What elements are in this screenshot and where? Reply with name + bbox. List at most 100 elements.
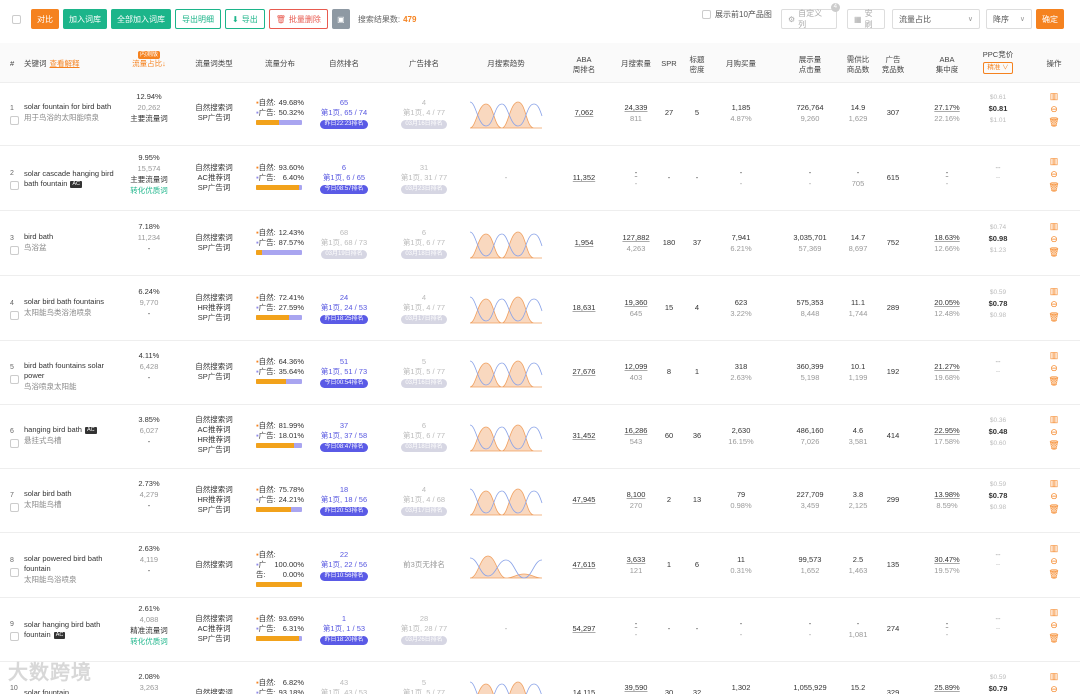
- minus-circle-icon[interactable]: ⊖: [1050, 620, 1058, 630]
- bar-chart-icon[interactable]: ▥: [1049, 286, 1059, 296]
- custom-columns-button[interactable]: ⚙ 自定义列 4: [781, 3, 840, 29]
- keyword-text[interactable]: solar hanging bird bath fountain: [24, 620, 101, 639]
- minus-circle-icon[interactable]: ⊖: [1050, 427, 1058, 437]
- search-trend-chart[interactable]: [468, 355, 544, 389]
- add-library-button[interactable]: 加入词库: [63, 9, 107, 29]
- bar-chart-icon[interactable]: ▥: [1049, 543, 1059, 553]
- supply-ratio-sub: 1,629: [848, 114, 868, 123]
- trash-icon[interactable]: 🗑: [1048, 440, 1060, 450]
- table-row[interactable]: 1 solar fountain for bird bath 用于鸟浴的太阳能喷…: [0, 82, 1080, 146]
- minus-circle-icon[interactable]: ⊖: [1050, 363, 1058, 373]
- bar-chart-icon[interactable]: ▥: [1049, 607, 1059, 617]
- keyword-text[interactable]: solar powered bird bath fountain: [24, 554, 103, 573]
- bar-chart-icon[interactable]: ▥: [1049, 91, 1059, 101]
- keyword-text[interactable]: solar fountain: [24, 688, 70, 694]
- top10-toggle[interactable]: 展示前10产品图: [702, 9, 772, 20]
- supply-ratio: 15.2: [850, 683, 866, 692]
- batch-delete-button[interactable]: 🗑 批量删除: [268, 9, 328, 29]
- minus-circle-icon[interactable]: ⊖: [1050, 169, 1058, 179]
- table-row[interactable]: 5 bird bath fountains solar power 鸟浴喷泉太阳…: [0, 341, 1080, 405]
- table-row[interactable]: 8 solar powered bird bath fountain 太阳能鸟浴…: [0, 534, 1080, 598]
- ad-percent: 0.00%: [282, 570, 304, 579]
- search-trend-chart[interactable]: [468, 226, 544, 260]
- trash-icon[interactable]: 🗑: [1048, 376, 1060, 386]
- top10-checkbox[interactable]: [702, 10, 711, 19]
- minus-circle-icon[interactable]: ⊖: [1050, 491, 1058, 501]
- natural-rank: 18 第1页, 18 / 56 昨日20:53排名: [314, 485, 374, 516]
- bar-chart-icon[interactable]: ▥: [1049, 671, 1059, 681]
- trash-icon[interactable]: 🗑: [1048, 182, 1060, 192]
- col-dist: 流量分布: [265, 59, 295, 68]
- ad-rank-page: 第1页, 4 / 77: [402, 303, 446, 312]
- keyword-text[interactable]: hanging bird bath: [24, 425, 82, 434]
- ad-rank-value: 5: [421, 678, 427, 687]
- monthly-search-sub: 645: [629, 309, 643, 318]
- ppc-match-select[interactable]: 精准 ∨: [983, 62, 1013, 74]
- toolbar: 对比 加入词库 全部加入词库 导出明细 ⬇ 导出 🗑 批量删除 ▣ 搜索结果数: 47…: [0, 0, 1080, 38]
- refresh-button[interactable]: ▦ 安刷: [847, 9, 885, 29]
- row-checkbox[interactable]: [10, 246, 19, 255]
- export-detail-button[interactable]: 导出明细: [175, 9, 221, 29]
- keyword-text[interactable]: solar fountain for bird bath: [24, 102, 112, 111]
- search-trend-chart[interactable]: [468, 96, 544, 130]
- keyword-translation: 太阳能鸟槽: [24, 500, 62, 509]
- row-checkbox[interactable]: [10, 439, 19, 448]
- trash-icon[interactable]: 🗑: [1048, 117, 1060, 127]
- search-trend-chart[interactable]: [468, 676, 544, 694]
- trash-icon[interactable]: 🗑: [1048, 504, 1060, 514]
- confirm-button[interactable]: 确定: [1036, 9, 1064, 29]
- bar-chart-icon[interactable]: ▥: [1049, 221, 1059, 231]
- view-explanation-link[interactable]: 查看解释: [49, 59, 80, 68]
- add-all-library-button[interactable]: 全部加入词库: [111, 9, 171, 29]
- ppc-bid: --: [995, 357, 1001, 366]
- natural-rank-time: 昨日18:25排名: [320, 315, 368, 324]
- ad-rank-value: 28: [419, 614, 429, 623]
- table-row[interactable]: 7 solar bird bath 太阳能鸟槽 2.73% 4,279 - 自然…: [0, 469, 1080, 533]
- row-checkbox[interactable]: [10, 503, 19, 512]
- keyword-text[interactable]: solar cascade hanging bird bath fountain: [24, 169, 114, 188]
- flow-tag: -: [147, 437, 151, 446]
- keyword-text[interactable]: bird bath fountains solar power: [24, 361, 105, 380]
- sort-order-select[interactable]: 降序 ∨: [986, 9, 1032, 29]
- sort-metric-select[interactable]: 流量占比 ∨: [892, 9, 980, 29]
- row-checkbox[interactable]: [10, 568, 19, 577]
- table-row[interactable]: 9 solar hanging bird bath fountain AC 2.6…: [0, 598, 1080, 662]
- keyword-text[interactable]: solar bird bath fountains: [24, 297, 105, 306]
- minus-circle-icon[interactable]: ⊖: [1050, 684, 1058, 694]
- row-checkbox[interactable]: [10, 181, 19, 190]
- trash-icon[interactable]: 🗑: [1048, 633, 1060, 643]
- bar-chart-icon[interactable]: ▥: [1049, 478, 1059, 488]
- minus-circle-icon[interactable]: ⊖: [1050, 234, 1058, 244]
- col-flow-share[interactable]: 内测版 流量占比↓: [132, 51, 166, 68]
- table-row[interactable]: 6 hanging bird bath AC 悬挂式鸟槽 3.85% 6,027 …: [0, 405, 1080, 469]
- table-row[interactable]: 10 solar fountain 2.08% 3,263 自然搜索词 ▪自然:…: [0, 662, 1080, 694]
- bar-chart-icon[interactable]: ▥: [1049, 156, 1059, 166]
- table-row[interactable]: 4 solar bird bath fountains 太阳能鸟类浴池喷泉 6.…: [0, 277, 1080, 341]
- minus-circle-icon[interactable]: ⊖: [1050, 556, 1058, 566]
- compare-button[interactable]: 对比: [31, 9, 59, 29]
- keyword-text[interactable]: solar bird bath: [24, 489, 72, 498]
- minus-circle-icon[interactable]: ⊖: [1050, 299, 1058, 309]
- row-checkbox[interactable]: [10, 375, 19, 384]
- row-checkbox[interactable]: [10, 116, 19, 125]
- bar-chart-icon[interactable]: ▥: [1049, 414, 1059, 424]
- row-number: 3: [10, 235, 14, 242]
- minus-circle-icon[interactable]: ⊖: [1050, 104, 1058, 114]
- bar-chart-icon[interactable]: ▥: [1049, 350, 1059, 360]
- search-trend-chart[interactable]: [468, 483, 544, 517]
- search-trend-chart[interactable]: [468, 548, 544, 582]
- export-button[interactable]: ⬇ 导出: [225, 9, 265, 29]
- select-all-checkbox[interactable]: [12, 14, 21, 24]
- trash-icon[interactable]: 🗑: [1048, 312, 1060, 322]
- table-row[interactable]: 2 solar cascade hanging bird bath founta…: [0, 147, 1080, 211]
- trash-icon[interactable]: 🗑: [1048, 569, 1060, 579]
- search-trend-chart[interactable]: [468, 419, 544, 453]
- image-toggle-button[interactable]: ▣: [331, 9, 350, 29]
- search-trend-chart[interactable]: [468, 291, 544, 325]
- monthly-search-sub: 403: [629, 373, 643, 382]
- table-row[interactable]: 3 bird bath 鸟浴盆 7.18% 11,234 - 自然搜索词 SP广告…: [0, 212, 1080, 276]
- row-checkbox[interactable]: [10, 632, 19, 641]
- keyword-text[interactable]: bird bath: [24, 232, 54, 241]
- trash-icon[interactable]: 🗑: [1048, 247, 1060, 257]
- row-checkbox[interactable]: [10, 311, 19, 320]
